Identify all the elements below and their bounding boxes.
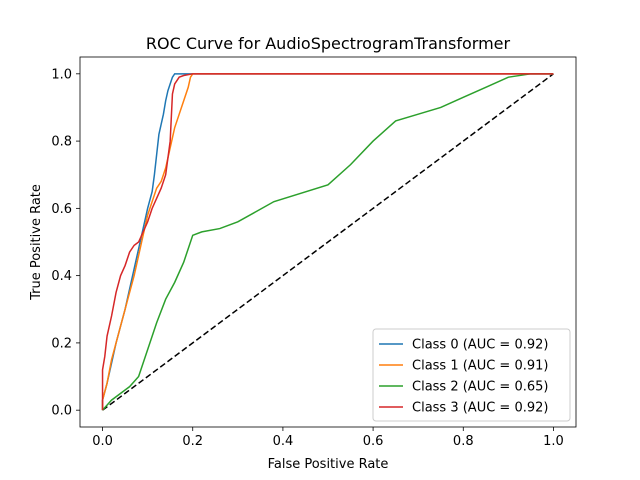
x-axis-label: False Positive Rate — [268, 457, 389, 472]
reference-diagonal-line — [102, 73, 554, 411]
y-axis-ticks: 0.0 0.2 0.4 0.6 0.8 1.0 — [51, 67, 80, 419]
y-tick-label-2: 0.4 — [51, 269, 72, 284]
legend-label-class-0: Class 0 (AUC = 0.92) — [412, 338, 548, 353]
legend-label-class-1: Class 1 (AUC = 0.91) — [412, 359, 548, 374]
chart-title: ROC Curve for AudioSpectrogramTransforme… — [146, 34, 511, 53]
plot-area — [79, 56, 577, 428]
y-tick-label-5: 1.0 — [51, 67, 72, 82]
series-line-class-2 — [101, 73, 554, 411]
x-tick-label-0: 0.0 — [92, 434, 113, 449]
legend-label-class-2: Class 2 (AUC = 0.65) — [412, 380, 548, 395]
x-axis-ticks: 0.0 0.2 0.4 0.6 0.8 1.0 — [92, 427, 564, 449]
series-line-class-1 — [101, 73, 554, 411]
y-tick-label-4: 0.8 — [51, 135, 72, 150]
y-axis-label: True Positive Rate — [29, 184, 44, 301]
x-tick-label-3: 0.6 — [363, 434, 384, 449]
x-tick-label-5: 1.0 — [543, 434, 564, 449]
x-tick-label-1: 0.2 — [182, 434, 203, 449]
y-tick-label-0: 0.0 — [51, 404, 72, 419]
x-tick-label-2: 0.4 — [273, 434, 294, 449]
series-line-class-3 — [101, 73, 554, 411]
y-tick-label-1: 0.2 — [51, 336, 72, 351]
legend-box — [372, 328, 571, 422]
legend: Class 0 (AUC = 0.92) Class 1 (AUC = 0.91)… — [372, 328, 571, 422]
legend-label-class-3: Class 3 (AUC = 0.92) — [412, 401, 548, 416]
axes-frame — [79, 56, 577, 428]
x-tick-label-4: 0.8 — [453, 434, 474, 449]
y-tick-label-3: 0.6 — [51, 202, 72, 217]
